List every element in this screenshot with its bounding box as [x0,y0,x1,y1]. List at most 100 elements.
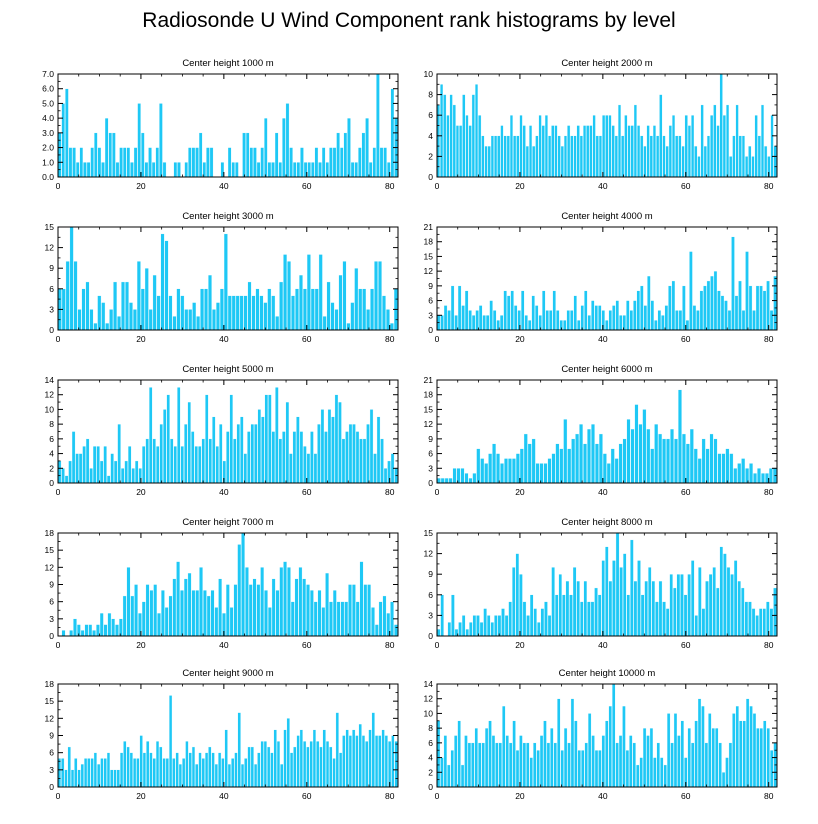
histogram-bar [532,742,537,788]
histogram-bar [492,310,497,331]
histogram-panel: Center height 5000 m 0 20 40 60 80 0 2 4 6 8 10 12 14 [45,364,399,497]
histogram-bar [704,742,709,788]
histogram-bar [693,448,698,484]
histogram-bar [602,115,606,178]
histogram-bar [563,419,568,484]
histogram-bar [231,295,236,331]
histogram-bar [639,757,643,788]
histogram-bar [652,125,657,178]
histogram-bar [148,309,153,331]
histogram-bar [296,735,300,788]
histogram-bar [744,601,749,637]
histogram-bar [507,458,512,484]
histogram-bar [255,288,260,331]
histogram-bar [332,147,337,178]
histogram-bar [694,720,698,788]
histogram-bar [751,608,756,637]
histogram-bar [699,290,704,331]
histogram-bar [730,574,734,637]
histogram-bar [318,254,323,331]
histogram-bar [355,431,360,484]
histogram-bar [458,622,462,637]
histogram-bar [235,162,239,178]
histogram-bar [331,416,335,484]
x-tick-label: 0 [435,640,440,650]
histogram-bar [224,729,228,788]
histogram-bar [348,423,353,484]
histogram-bar [687,727,691,788]
histogram-bar [656,742,661,788]
histogram-bar [691,115,695,178]
histogram-bar [768,468,773,484]
histogram-bar [531,438,536,484]
x-tick-label: 20 [136,487,146,497]
y-tick-label: 8 [428,723,433,733]
histogram-bar [684,115,688,178]
histogram-bar [130,162,134,178]
histogram-bar [166,394,170,484]
histogram-bar [769,750,774,788]
histogram-bar [626,419,631,484]
histogram-bar [307,162,311,178]
histogram-bar [626,594,631,637]
x-tick-label: 20 [515,791,525,801]
histogram-bar [732,135,736,178]
histogram-bar [447,622,452,637]
histogram-bar [464,735,468,788]
histogram-bar [110,453,114,484]
histogram-bar [763,720,767,788]
histogram-bar [85,281,90,331]
histogram-bar [195,147,199,178]
histogram-bar [358,147,362,178]
histogram-bar [350,302,355,331]
histogram-bar [160,590,165,637]
histogram-bar [74,758,78,788]
histogram-bar [376,416,381,484]
y-tick-label: 0 [428,172,433,182]
histogram-bar [199,567,203,637]
histogram-bar [546,742,551,788]
histogram-bar [512,720,516,788]
histogram-bar [563,135,568,178]
histogram-bar [678,310,683,331]
y-tick-label: 15 [424,251,434,261]
histogram-bar [611,683,616,788]
histogram-bar [544,115,548,178]
histogram-bar [741,135,746,178]
y-tick-label: 14 [45,375,55,385]
histogram-bar [175,752,179,788]
histogram-bar [180,590,184,637]
histogram-bar [697,156,701,178]
histogram-bar [513,135,517,178]
histogram-bar [576,125,580,178]
histogram-bar [655,601,659,637]
histogram-bar [326,281,331,331]
histogram-bar [291,295,295,331]
histogram-bar [369,409,374,484]
histogram-bar [490,135,494,178]
histogram-bar [176,288,181,331]
histogram-bar [447,764,451,788]
histogram-bar [104,117,109,178]
histogram-bar [618,735,623,788]
histogram-bar [152,274,157,331]
histogram-bar [602,453,607,484]
histogram-bar [109,309,114,331]
histogram-bar [749,705,753,788]
histogram-bar [605,546,609,637]
histogram-bar [341,438,346,484]
histogram-bar [103,624,108,637]
histogram-bar [61,103,66,178]
histogram-bar [499,315,504,331]
histogram-bar [184,423,188,484]
histogram-bar [149,752,153,788]
histogram-bar [267,746,271,788]
histogram-bar [367,584,372,637]
x-tick-label: 80 [385,181,395,191]
histogram-bar [562,594,566,637]
histogram-bar [450,750,454,788]
histogram-bar [565,580,570,637]
y-tick-label: 4 [428,131,433,141]
histogram-bar [638,423,643,484]
histogram-bar [452,104,456,178]
